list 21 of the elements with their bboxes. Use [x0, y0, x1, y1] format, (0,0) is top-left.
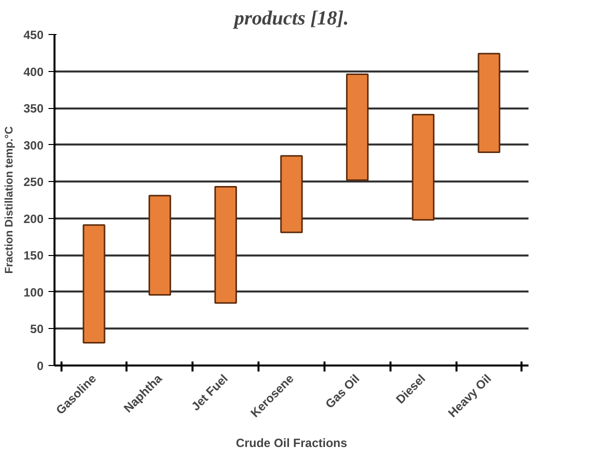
bar [346, 73, 369, 181]
x-axis-title: Crude Oil Fractions [236, 436, 348, 450]
y-tick-label: 450 [23, 28, 44, 42]
x-tick-label: Gas Oil [322, 372, 362, 412]
y-tick-label: 300 [23, 138, 44, 152]
bar [280, 155, 303, 234]
bar [478, 52, 500, 153]
y-tick-label: 200 [23, 212, 44, 226]
bar [412, 114, 434, 221]
bar [82, 224, 106, 344]
bar [148, 194, 172, 296]
y-tick-label: 350 [23, 102, 44, 116]
y-tick-label: 150 [23, 248, 44, 263]
y-tick-label: 0 [36, 359, 44, 373]
y-tick-label: 50 [30, 322, 44, 336]
y-axis-title: Fraction Distillation temp.°C [3, 126, 16, 274]
y-tick-label: 250 [23, 175, 44, 190]
bar [214, 186, 237, 304]
y-tick-label: 100 [23, 285, 44, 300]
y-tick-label: 400 [23, 64, 44, 79]
chart-title: products [18]. [232, 8, 349, 30]
